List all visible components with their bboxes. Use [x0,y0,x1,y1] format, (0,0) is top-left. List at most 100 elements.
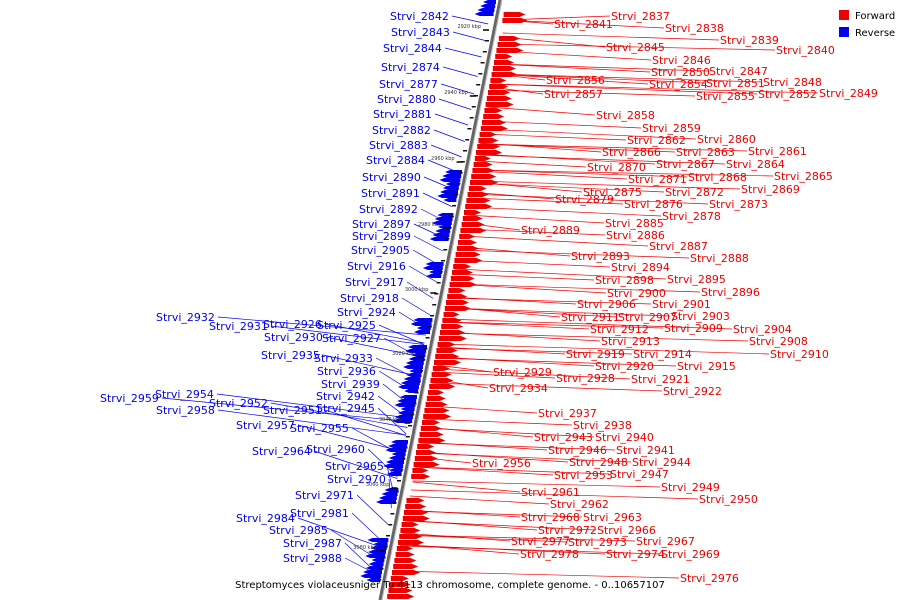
forward-leader-line [420,442,616,451]
forward-gene-glyph [458,240,477,245]
gene-tick [421,359,426,361]
reverse-leader-line [378,324,425,345]
reverse-gene-glyph [406,373,422,377]
forward-gene-label: Strvi_2948 [569,456,628,469]
reverse-gene-glyph [381,492,398,496]
reverse-gene-glyph [432,233,450,237]
forward-gene-glyph [454,258,483,263]
forward-leader-line [439,347,633,355]
reverse-gene-glyph [376,500,396,504]
forward-gene-glyph [492,66,516,71]
gene-tick [449,216,454,218]
forward-gene-glyph [489,84,509,89]
forward-gene-label: Strvi_2943 [534,431,593,444]
forward-leader-line [412,481,521,493]
reverse-gene-glyph [434,217,453,221]
forward-gene-label: Strvi_2871 [628,173,687,186]
reverse-gene-label: Strvi_2927 [322,332,381,345]
forward-gene-glyph [422,420,440,425]
forward-gene-label: Strvi_2978 [520,548,579,561]
forward-leader-line [437,356,595,367]
forward-gene-label: Strvi_2962 [550,498,609,511]
forward-gene-glyph [395,552,415,557]
reverse-gene-glyph [378,496,397,500]
forward-gene-glyph [447,294,468,299]
forward-leader-line [447,307,618,318]
reverse-gene-label: Strvi_2843 [391,26,450,39]
forward-gene-label: Strvi_2972 [538,524,597,537]
forward-gene-label: Strvi_2876 [624,198,683,211]
reverse-leader-line [324,409,407,436]
reverse-gene-label: Strvi_2936 [317,365,376,378]
reverse-leader-line [217,409,407,436]
reverse-gene-glyph [411,353,426,357]
forward-gene-label: Strvi_2893 [571,250,630,263]
tick-label: 3060 kbp [366,482,390,488]
forward-gene-label: Strvi_2885 [605,217,664,230]
reverse-gene-glyph [437,194,458,198]
reverse-gene-label: Strvi_2971 [295,489,354,502]
gene-tick [480,62,485,64]
legend-reverse-label: Reverse [855,28,895,39]
forward-gene-label: Strvi_2906 [577,298,636,311]
forward-gene-glyph [412,468,429,473]
gene-tick [401,458,406,460]
tick-label: 3000 kbp [405,287,429,293]
forward-gene-label: Strvi_2889 [521,224,580,237]
reverse-leader-line [452,31,485,41]
forward-gene-glyph [455,252,481,257]
reverse-gene-glyph [391,452,406,456]
reverse-leader-line [356,494,389,525]
gene-tick [403,447,408,449]
forward-gene-label: Strvi_2873 [709,198,768,211]
tick-label: 2960 kbp [431,156,455,162]
reverse-gene-glyph [368,562,384,566]
forward-gene-glyph [464,210,481,215]
gene-tick [441,260,445,262]
forward-gene-label: Strvi_2967 [636,535,695,548]
forward-leader-line [401,534,568,543]
forward-gene-glyph [398,540,424,545]
reverse-gene-glyph [477,8,495,12]
forward-gene-glyph [459,234,476,239]
forward-leader-line [444,321,590,330]
forward-gene-glyph [478,138,499,143]
reverse-gene-glyph [403,377,421,381]
forward-gene-glyph [392,570,420,575]
reverse-gene-label: Strvi_2882 [372,124,431,137]
reverse-gene-glyph [410,322,432,326]
forward-gene-label: Strvi_2915 [677,360,736,373]
reverse-gene-glyph [442,174,462,178]
forward-gene-glyph [404,510,428,515]
forward-gene-label: Strvi_2901 [652,298,711,311]
genome-caption: Streptomyces violaceusniger Tu 4113 chro… [235,580,665,591]
gene-tick [452,205,456,207]
forward-leader-line [401,534,636,542]
forward-leader-line [406,509,521,518]
gene-tick [390,513,395,515]
gene-labels: Strvi_2842 Strvi_2843 Strvi_2844 Strvi_2874… [100,10,878,585]
forward-leader-line [461,235,649,247]
reverse-gene-label: Strvi_2964 [252,445,311,458]
forward-gene-label: Strvi_2860 [697,133,756,146]
forward-leader-line [474,169,688,178]
forward-gene-glyph [387,594,415,599]
forward-gene-label: Strvi_2839 [720,34,779,47]
reverse-gene-label: Strvi_2958 [156,404,215,417]
forward-gene-glyph [471,174,497,179]
reverse-gene-glyph [388,456,405,460]
reverse-gene-glyph [445,182,460,186]
gene-tick [381,557,386,559]
gene-tick [405,436,410,438]
reverse-leader-line [216,393,410,419]
reverse-gene-label: Strvi_2844 [383,42,442,55]
reverse-gene-glyph [400,407,415,411]
forward-gene-glyph [400,528,421,533]
gene-tick [377,579,382,581]
forward-gene-glyph [428,390,444,395]
forward-leader-line [452,283,701,293]
reverse-gene-label: Strvi_2959 [100,392,159,405]
forward-gene-label: Strvi_2929 [493,366,552,379]
forward-gene-glyph [477,144,501,149]
